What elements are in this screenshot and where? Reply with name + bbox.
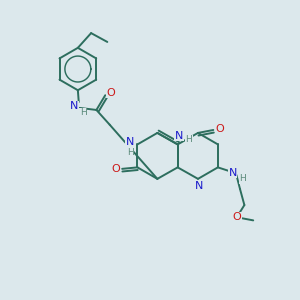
Text: H: H [185,135,192,144]
Text: H: H [80,108,86,117]
Text: H: H [239,174,246,183]
Text: N: N [126,137,134,147]
Text: O: O [232,212,242,222]
Text: N: N [194,181,203,191]
Text: N: N [70,101,79,111]
Text: O: O [215,124,224,134]
Text: N: N [228,168,237,178]
Text: H: H [127,148,134,157]
Text: N: N [175,130,183,141]
Text: O: O [111,164,120,174]
Text: O: O [106,88,115,98]
